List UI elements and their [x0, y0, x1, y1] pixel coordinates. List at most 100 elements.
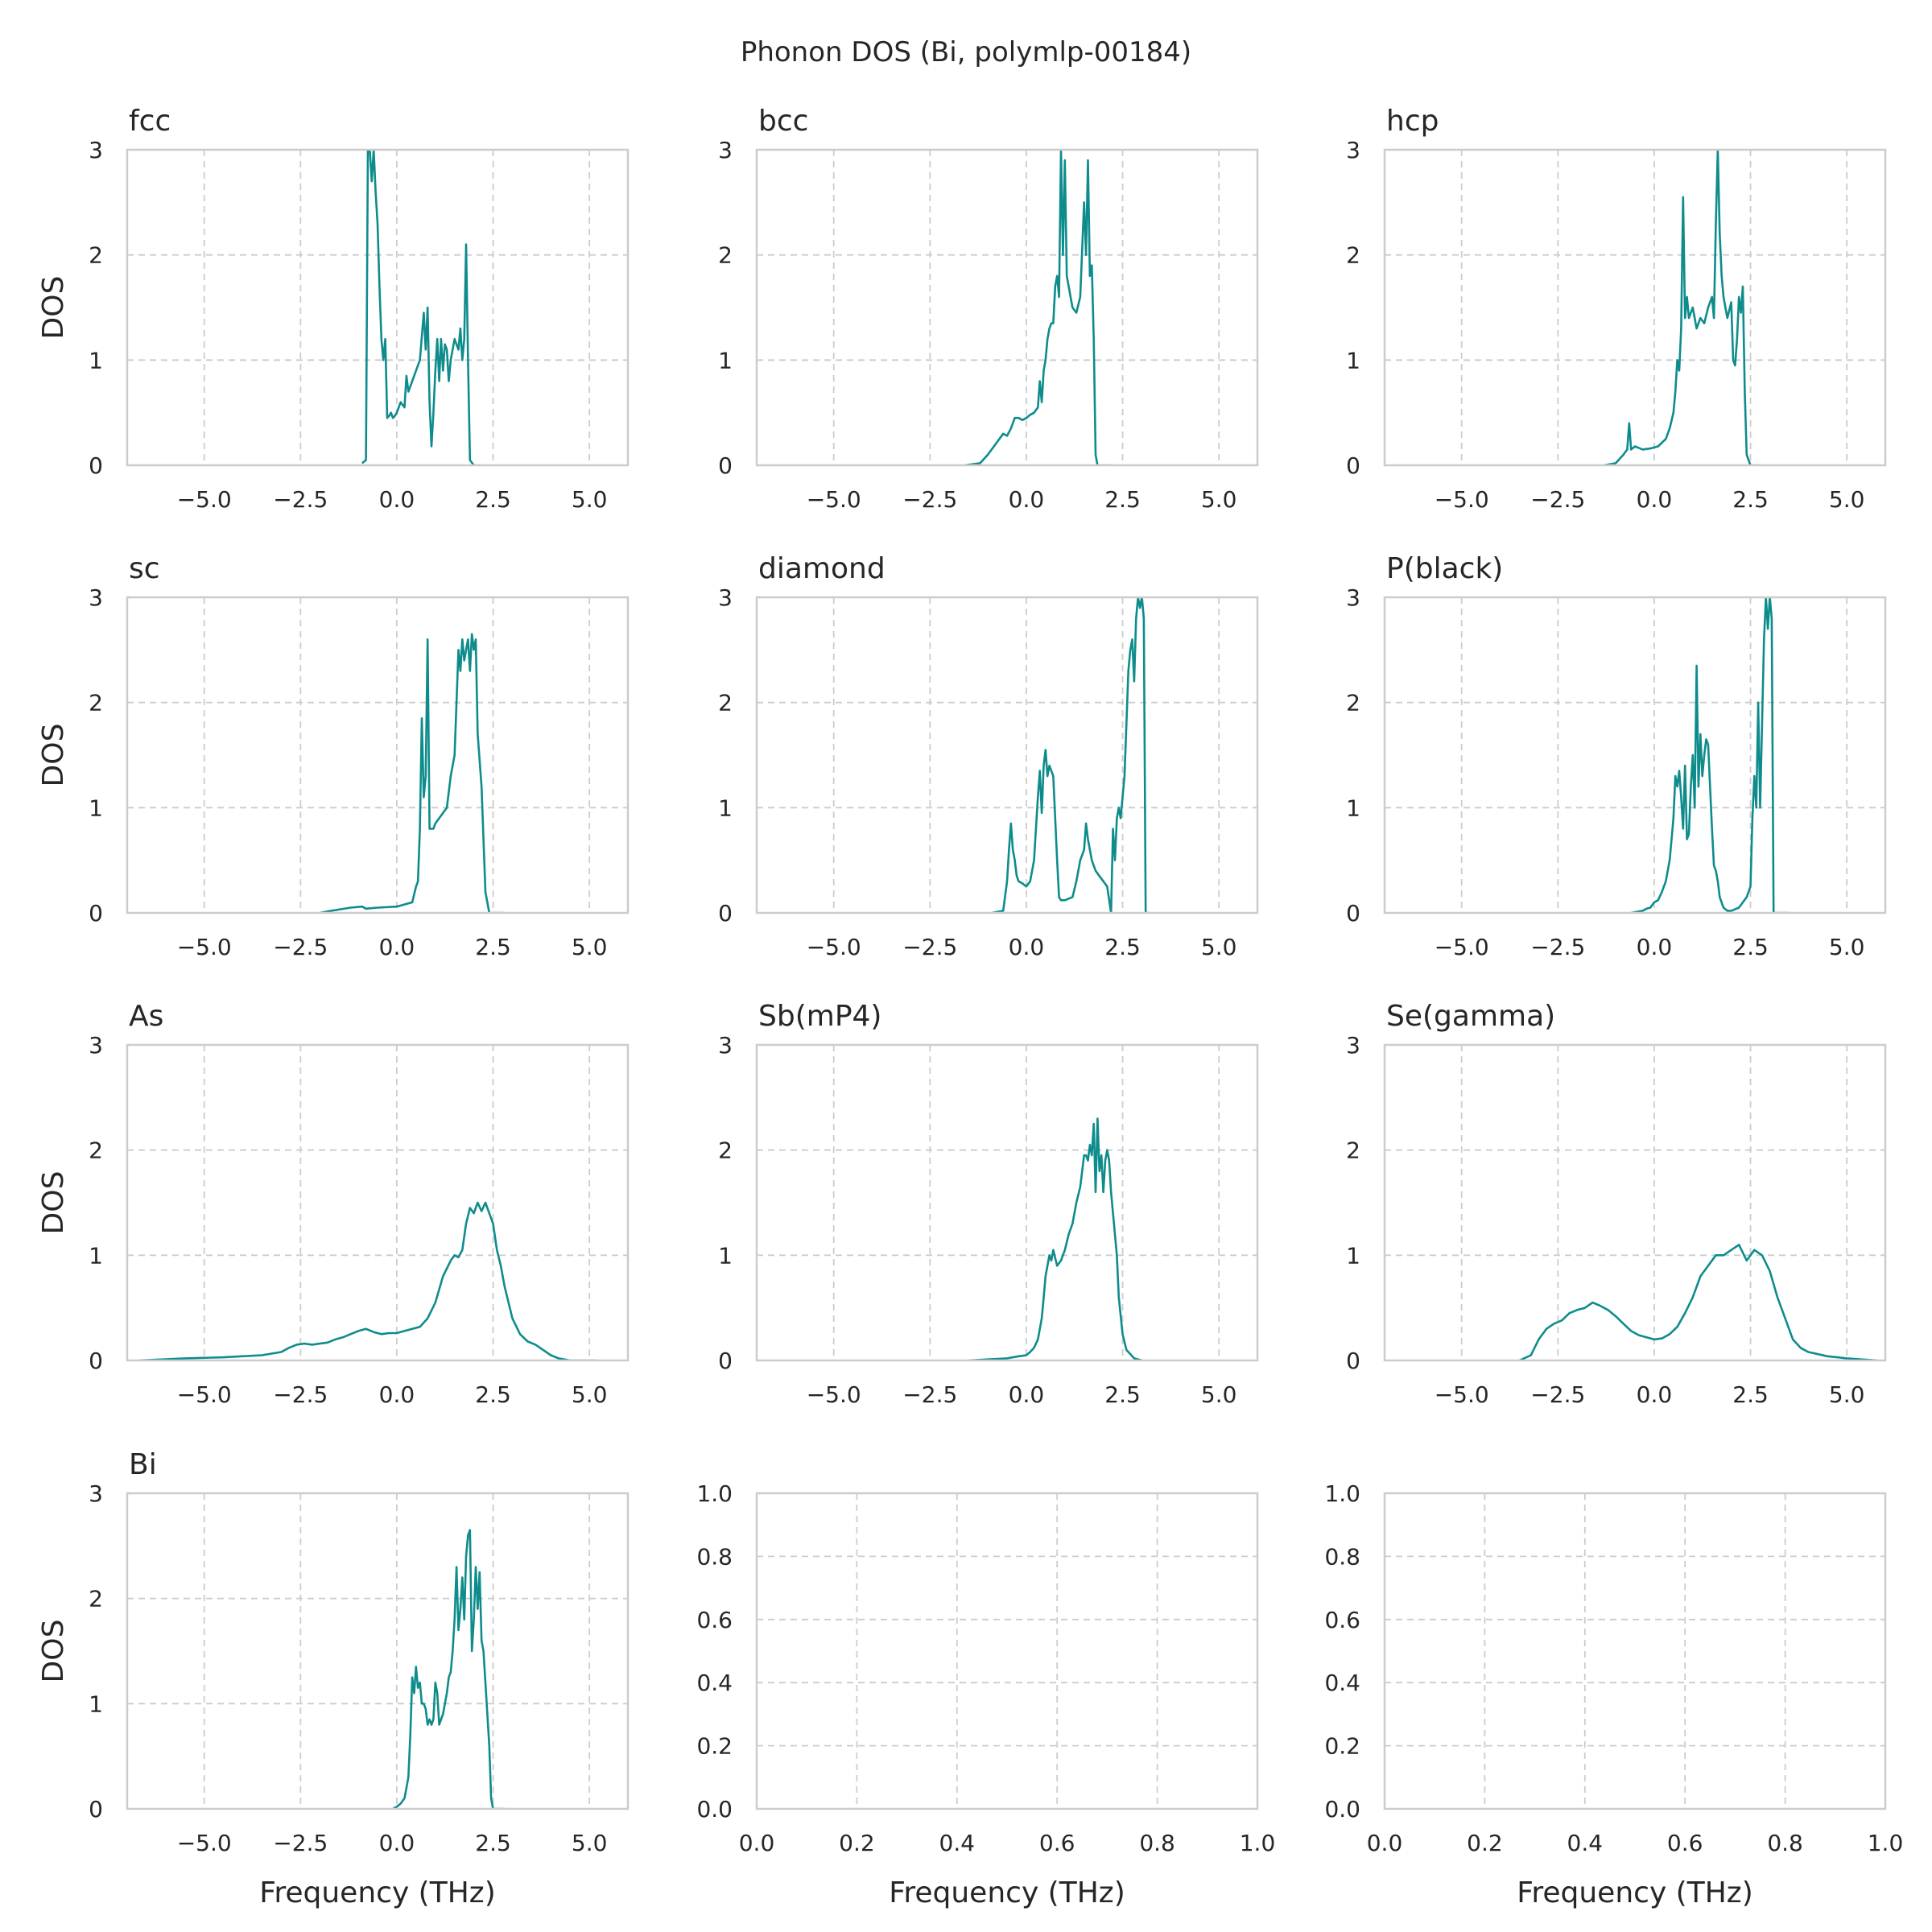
panel-frame: [126, 1043, 630, 1362]
x-tick-label: 0.8: [1139, 1830, 1175, 1856]
x-tick-label: −2.5: [902, 1381, 957, 1408]
panel-2: −5.0 −2.5 0.0 2.5 5.0 0 1 2 3 bcc: [718, 105, 1259, 513]
y-axis-label: DOS: [37, 724, 70, 787]
panel-title: Se(gamma): [1386, 1000, 1555, 1033]
x-tick-label: 0.6: [1039, 1830, 1075, 1856]
y-tick-label: 0.4: [1324, 1670, 1360, 1696]
y-tick-label: 1: [718, 1242, 733, 1269]
panel-9: −5.0 −2.5 0.0 2.5 5.0 0 1 2 3 Se(gamma): [1346, 1000, 1887, 1408]
dos-curve: [964, 150, 1112, 465]
panel-frame: [126, 596, 630, 914]
panel-frame: [755, 1492, 1259, 1810]
panel-title: hcp: [1386, 105, 1439, 138]
dos-curve: [968, 1117, 1142, 1360]
x-axis-label: Frequency (THz): [259, 1876, 495, 1909]
dos-curve: [319, 633, 505, 913]
y-tick-label: 0: [89, 452, 103, 479]
panel-frame: [126, 1492, 630, 1810]
panel-11: 0.0 0.2 0.4 0.6 0.8 1.0 0.0 0.2 0.4 0.6 0.8 1.0 Freq…: [696, 1480, 1275, 1909]
y-tick-label: 0: [89, 900, 103, 927]
y-tick-label: 1: [718, 347, 733, 374]
x-tick-label: 0.0: [379, 934, 415, 960]
x-tick-label: −5.0: [807, 486, 861, 513]
panel-frame: [755, 596, 1259, 914]
x-tick-label: 2.5: [475, 1381, 511, 1408]
x-tick-label: −2.5: [273, 486, 328, 513]
panel-title: P(black): [1386, 552, 1503, 585]
y-tick-label: 0.2: [696, 1733, 733, 1760]
y-tick-label: 2: [718, 1137, 733, 1164]
y-tick-label: 0.2: [1324, 1733, 1360, 1760]
panel-frame: [1383, 596, 1887, 914]
x-tick-label: 5.0: [572, 1381, 608, 1408]
x-tick-label: 2.5: [475, 1830, 511, 1856]
y-tick-label: 0: [718, 452, 733, 479]
x-tick-label: −5.0: [177, 1381, 232, 1408]
panel-frame: [755, 148, 1259, 467]
dos-curve: [392, 1529, 505, 1809]
y-tick-label: 2: [89, 242, 103, 269]
y-tick-label: 0: [89, 1348, 103, 1374]
panel-title: sc: [129, 552, 160, 585]
x-tick-label: 0.0: [1367, 1830, 1403, 1856]
y-tick-label: 0: [718, 900, 733, 927]
x-tick-label: 2.5: [1104, 1381, 1141, 1408]
y-tick-label: 1: [89, 1242, 103, 1269]
y-tick-label: 2: [1346, 242, 1360, 269]
figure-title: Phonon DOS (Bi, polymlp-00184): [741, 36, 1191, 68]
panel-4: −5.0 −2.5 0.0 2.5 5.0 0 1 2 3 sc DOS: [37, 552, 630, 960]
x-tick-label: 5.0: [1201, 486, 1237, 513]
x-tick-label: −5.0: [1435, 934, 1489, 960]
y-axis-label: DOS: [37, 276, 70, 340]
y-tick-label: 0.4: [696, 1670, 733, 1696]
y-tick-label: 0.0: [696, 1796, 733, 1823]
x-tick-label: 5.0: [1829, 1381, 1865, 1408]
x-tick-label: 0.0: [1637, 1381, 1673, 1408]
y-tick-label: 3: [89, 137, 103, 163]
y-tick-label: 0: [718, 1348, 733, 1374]
x-tick-label: −5.0: [177, 486, 232, 513]
dos-curve: [1630, 597, 1790, 913]
x-tick-label: 5.0: [572, 1830, 608, 1856]
x-tick-label: −2.5: [273, 934, 328, 960]
y-tick-label: 2: [718, 690, 733, 716]
x-axis-label: Frequency (THz): [889, 1876, 1125, 1909]
panel-title: bcc: [758, 105, 808, 138]
x-tick-label: −2.5: [273, 1381, 328, 1408]
y-tick-label: 1: [89, 347, 103, 374]
y-tick-label: 0.6: [696, 1607, 733, 1633]
y-tick-label: 1: [89, 1690, 103, 1717]
y-tick-label: 3: [718, 1032, 733, 1059]
panel-1: −5.0 −2.5 0.0 2.5 5.0 0 1 2 3 fcc DOS: [37, 105, 630, 513]
panel-title: fcc: [129, 105, 171, 138]
y-tick-label: 3: [718, 137, 733, 163]
panel-frame: [1383, 1492, 1887, 1810]
x-tick-label: −5.0: [177, 1830, 232, 1856]
x-tick-label: −2.5: [1530, 486, 1585, 513]
x-tick-label: −5.0: [1435, 486, 1489, 513]
y-tick-label: 2: [718, 242, 733, 269]
y-tick-label: 0.8: [1324, 1543, 1360, 1570]
x-tick-label: 0.0: [379, 486, 415, 513]
y-tick-label: 2: [1346, 690, 1360, 716]
panel-5: −5.0 −2.5 0.0 2.5 5.0 0 1 2 3 diamond: [718, 552, 1259, 960]
x-tick-label: 0.6: [1667, 1830, 1703, 1856]
x-tick-label: 0.0: [1009, 1381, 1045, 1408]
y-tick-label: 1.0: [1324, 1480, 1360, 1507]
x-axis-label: Frequency (THz): [1517, 1876, 1752, 1909]
x-tick-label: 5.0: [1201, 934, 1237, 960]
panel-frame: [1383, 148, 1887, 467]
x-tick-label: 0.0: [739, 1830, 775, 1856]
x-tick-label: 0.0: [1009, 486, 1045, 513]
dos-curve: [1518, 1244, 1878, 1360]
x-tick-label: 2.5: [475, 486, 511, 513]
panel-6: −5.0 −2.5 0.0 2.5 5.0 0 1 2 3 P(black): [1346, 552, 1887, 960]
y-tick-label: 1: [1346, 1242, 1360, 1269]
x-tick-label: −5.0: [807, 934, 861, 960]
panel-frame: [126, 148, 630, 467]
y-tick-label: 0.6: [1324, 1607, 1360, 1633]
x-tick-label: 0.0: [1637, 934, 1673, 960]
x-tick-label: 2.5: [475, 934, 511, 960]
